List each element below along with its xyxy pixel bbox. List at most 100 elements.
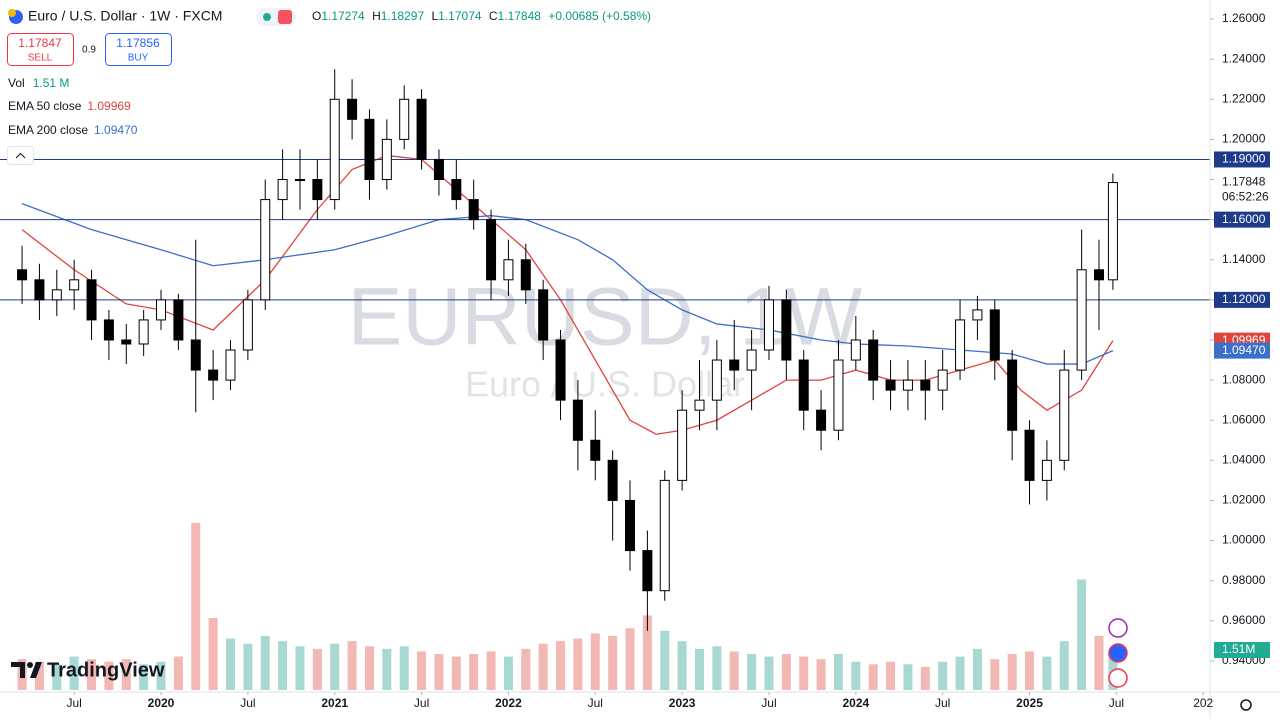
candle-body xyxy=(381,138,392,181)
candle-body xyxy=(260,199,271,301)
candle-body xyxy=(1007,359,1018,431)
sell-button[interactable] xyxy=(7,33,74,66)
x-tick-label: Jul xyxy=(66,696,81,710)
volume-bar xyxy=(781,654,791,690)
volume-bar xyxy=(1059,641,1069,690)
candle-body xyxy=(1107,182,1118,281)
last-price: 1.17848 xyxy=(1222,175,1266,189)
candle-body xyxy=(51,289,62,301)
volume-bar xyxy=(868,664,878,690)
volume-bar xyxy=(833,654,843,690)
candle-body xyxy=(1041,459,1052,481)
x-tick-label: 2021 xyxy=(321,696,348,710)
candle-body xyxy=(920,379,931,391)
ohlc-label: H xyxy=(372,9,381,23)
candle-body xyxy=(763,299,774,351)
legend-name: Vol xyxy=(8,76,25,90)
volume-bar xyxy=(243,643,253,690)
candle-body xyxy=(34,279,45,301)
buy-label: BUY xyxy=(128,53,149,64)
y-tick-label: 1.00000 xyxy=(1222,533,1266,547)
volume-bar xyxy=(347,641,357,690)
ema-line xyxy=(21,202,1114,365)
candle-body xyxy=(781,299,792,361)
candle-body xyxy=(746,349,757,371)
ohlc-label: O xyxy=(312,9,321,23)
volume-bar xyxy=(104,661,114,690)
volume-bar xyxy=(1007,654,1017,690)
candle-body xyxy=(242,299,253,351)
candle-body xyxy=(642,550,653,592)
level-label-box xyxy=(1214,151,1270,168)
volume-bar xyxy=(417,651,427,690)
candle-body xyxy=(868,339,879,381)
volume-bar xyxy=(660,630,670,690)
candle-body xyxy=(156,299,167,321)
y-tick-label: 1.04000 xyxy=(1222,453,1266,467)
volume-bar xyxy=(121,659,131,690)
watermark-symbol: EURUSD, 1W xyxy=(348,272,863,363)
volume-bar xyxy=(87,659,97,690)
volume-bar xyxy=(729,651,739,690)
candle-body xyxy=(989,309,1000,361)
status-dot xyxy=(263,13,271,21)
time-axis xyxy=(0,692,1210,718)
x-tick-label: Jul xyxy=(1109,696,1124,710)
x-tick-label: 202 xyxy=(1193,696,1213,710)
candle-body xyxy=(225,349,236,381)
volume-bar xyxy=(886,661,896,690)
volume-bar xyxy=(52,664,62,690)
event-icon[interactable] xyxy=(1108,643,1128,663)
candle-body xyxy=(416,98,427,160)
symbol-title: Euro / U.S. Dollar · 1W · FXCM xyxy=(28,8,222,24)
volume-bar xyxy=(955,656,965,690)
legend-name: EMA 200 close xyxy=(8,123,88,137)
event-icon[interactable] xyxy=(1108,668,1128,688)
volume-bar xyxy=(469,654,479,690)
level-label-box xyxy=(1214,291,1270,308)
y-tick-label: 1.14000 xyxy=(1222,252,1266,266)
watermark: EURUSD, 1W Euro / U.S. Dollar xyxy=(348,272,863,405)
candle-body xyxy=(659,479,670,592)
candle-body xyxy=(816,409,827,431)
collapse-button[interactable] xyxy=(7,146,34,165)
candle-body xyxy=(902,379,913,391)
x-tick-label: Jul xyxy=(414,696,429,710)
level-label-box xyxy=(1214,211,1270,228)
candle-body xyxy=(329,98,340,201)
candle-body xyxy=(103,319,114,341)
legend-vol: Vol 1.51 M xyxy=(8,76,69,90)
candle-body xyxy=(885,379,896,391)
y-tick-label: 1.22000 xyxy=(1222,91,1266,105)
candle-body xyxy=(677,409,688,481)
candle-body xyxy=(850,339,861,361)
volume-bar xyxy=(799,656,809,690)
y-tick-label: 0.98000 xyxy=(1222,573,1266,587)
buy-price: 1.17856 xyxy=(116,36,160,50)
volume-bar xyxy=(608,636,618,690)
volume-bar xyxy=(503,656,513,690)
x-tick-label: Jul xyxy=(588,696,603,710)
candle-body xyxy=(555,339,566,401)
volume-bar xyxy=(1042,656,1052,690)
volume-bar xyxy=(226,638,236,690)
y-tick-label: 1.20000 xyxy=(1222,132,1266,146)
ema-label-box xyxy=(1214,342,1270,359)
volume-bar xyxy=(521,648,531,690)
volume-bar xyxy=(677,641,687,690)
volume-bar xyxy=(903,664,913,690)
y-tick-label: 1.24000 xyxy=(1222,51,1266,65)
buy-button[interactable] xyxy=(105,33,172,66)
candle-body xyxy=(121,339,132,345)
volume-bar xyxy=(191,522,201,690)
candle-body xyxy=(17,269,28,281)
settings-icon[interactable] xyxy=(1240,699,1252,711)
x-tick-label: 2020 xyxy=(148,696,175,710)
legend-value: 1.09969 xyxy=(87,99,131,113)
volume-bar xyxy=(642,615,652,690)
candle-body xyxy=(294,179,305,182)
alert-icon[interactable] xyxy=(1108,618,1128,638)
candle-body xyxy=(711,359,722,401)
